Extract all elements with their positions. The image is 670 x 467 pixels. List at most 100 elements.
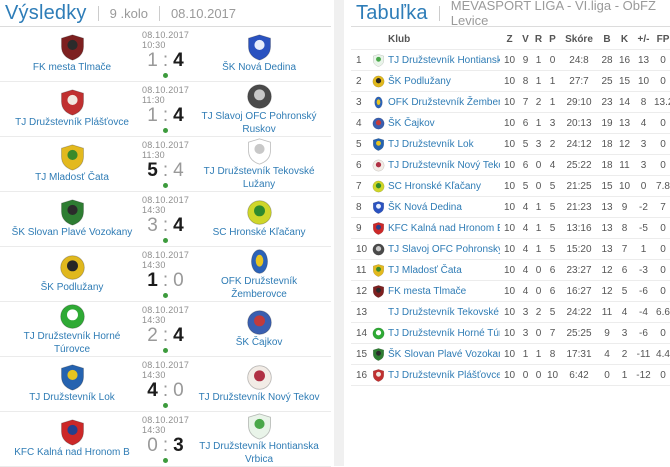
club-link[interactable]: ŠK Slovan Plavé Vozokany [388, 348, 500, 360]
home-team-name[interactable]: ŠK Podlužany [40, 282, 104, 294]
cell-z: 10 [500, 49, 519, 71]
home-team-name[interactable]: TJ Družstevník Lok [29, 392, 115, 404]
cell-fp: 0 [654, 49, 670, 71]
col-plusminus: +/- [633, 29, 654, 50]
away-team-name[interactable]: ŠK Nová Dedina [222, 62, 297, 74]
away-team-name[interactable]: SC Hronské Kľačany [212, 227, 306, 239]
match-score[interactable]: 4 : 0 [147, 380, 183, 402]
club-link[interactable]: SC Hronské Kľačany [388, 180, 481, 192]
home-team-name[interactable]: ŠK Slovan Plavé Vozokany [11, 227, 133, 239]
cell-k: 11 [616, 154, 633, 176]
match-score[interactable]: 1 : 0 [147, 270, 183, 292]
club-link[interactable]: OFK Družstevník Žemberovce [388, 96, 500, 108]
away-team-name[interactable]: TJ Družstevník Nový Tekov [198, 392, 320, 404]
away-score: 4 [173, 104, 184, 126]
crest-cell [369, 364, 388, 386]
match-score[interactable]: 3 : 4 [147, 215, 183, 237]
col-r: R [532, 29, 545, 50]
club-crest [372, 243, 385, 255]
cell-v: 4 [519, 238, 532, 260]
club-link[interactable]: ŠK Čajkov [388, 117, 435, 129]
cell-k: 14 [616, 91, 633, 113]
home-score: 4 [147, 379, 158, 401]
match-datetime: 08.10.2017 11:30 [142, 84, 190, 105]
cell-plusminus: 13 [633, 49, 654, 71]
away-team: TJ Družstevník Nový Tekov [189, 363, 329, 405]
away-team-name[interactable]: TJ Družstevník Hontianska Vrbica [199, 441, 319, 465]
standings-body: 1 TJ Družstevník Hontianska Vrbica 10 9 … [351, 49, 670, 386]
away-team-name[interactable]: OFK Družstevník Žemberovce [220, 276, 298, 300]
home-team-name[interactable]: TJ Družstevník Horné Túrovce [23, 331, 121, 355]
club-link[interactable]: KFC Kalná nad Hronom B [388, 222, 500, 234]
club-cell: TJ Družstevník Nový Tekov [388, 154, 500, 176]
cell-b: 12 [598, 280, 616, 302]
match-score[interactable]: 5 : 4 [147, 160, 183, 182]
rank: 7 [351, 175, 369, 197]
club-link[interactable]: FK mesta Tlmače [388, 285, 467, 297]
cell-z: 10 [500, 343, 519, 365]
cell-fp: 0 [654, 133, 670, 155]
crest-cell [369, 91, 388, 113]
club-link[interactable]: TJ Družstevník Horné Túrovce [388, 327, 500, 339]
club-crest [372, 327, 385, 339]
match-score[interactable]: 0 : 3 [147, 435, 183, 457]
club-link[interactable]: ŠK Podlužany [388, 75, 451, 87]
cell-skore: 24:12 [560, 133, 598, 155]
away-team-name[interactable]: ŠK Čajkov [235, 337, 283, 349]
away-team: SC Hronské Kľačany [189, 198, 329, 240]
col-k: K [616, 29, 633, 50]
club-link[interactable]: ŠK Nová Dedina [388, 201, 462, 213]
home-team-name[interactable]: TJ Mladosť Čata [35, 172, 109, 184]
home-team-name[interactable]: FK mesta Tlmače [32, 62, 112, 74]
cell-skore: 24:8 [560, 49, 598, 71]
match-status-dot [163, 238, 169, 244]
cell-fp: 0 [654, 238, 670, 260]
match-score[interactable]: 1 : 4 [147, 50, 183, 72]
col-klub: Klub [388, 29, 500, 50]
club-link[interactable]: TJ Mladosť Čata [388, 264, 462, 276]
cell-v: 7 [519, 91, 532, 113]
away-team-name[interactable]: TJ Družstevník Tekovské Lužany [203, 166, 315, 190]
match-score[interactable]: 1 : 4 [147, 105, 183, 127]
table-row: 9 KFC Kalná nad Hronom B 10 4 1 5 13:16 … [351, 217, 670, 239]
rank: 12 [351, 280, 369, 302]
club-link[interactable]: TJ Družstevník Nový Tekov [388, 159, 500, 171]
match-status-dot [163, 458, 169, 464]
club-crest [372, 200, 385, 214]
score-separator: : [162, 324, 169, 346]
club-link[interactable]: TJ Družstevník Plášťovce [388, 369, 500, 381]
rank: 3 [351, 91, 369, 113]
rank: 10 [351, 238, 369, 260]
match-center: 08.10.2017 11:30 5 : 4 [142, 140, 189, 189]
cell-b: 18 [598, 133, 616, 155]
club-link[interactable]: TJ Družstevník Lok [388, 138, 474, 150]
club-link[interactable]: TJ Družstevník Tekovské Lužany [388, 306, 500, 318]
match-score[interactable]: 2 : 4 [147, 325, 183, 347]
away-score: 4 [173, 159, 184, 181]
match-datetime: 08.10.2017 14:30 [142, 249, 190, 270]
cell-b: 15 [598, 175, 616, 197]
match-center: 08.10.2017 14:30 3 : 4 [142, 195, 189, 244]
away-team-name[interactable]: TJ Slavoj OFC Pohronský Ruskov [201, 111, 317, 135]
club-link[interactable]: TJ Slavoj OFC Pohronský Ruskov [388, 243, 500, 255]
cell-p: 5 [545, 301, 560, 323]
standings-title: Tabuľka [356, 1, 428, 24]
match-status-dot [163, 183, 169, 189]
home-club-crest [59, 33, 86, 61]
home-club-crest [59, 143, 86, 171]
home-club-crest [59, 418, 86, 446]
match-row: ŠK Podlužany 08.10.2017 14:30 1 : 0 OFK … [0, 247, 331, 302]
cell-r: 1 [532, 49, 545, 71]
club-crest [372, 159, 385, 171]
score-separator: : [162, 104, 169, 126]
cell-b: 11 [598, 301, 616, 323]
cell-p: 5 [545, 175, 560, 197]
club-cell: KFC Kalná nad Hronom B [388, 217, 500, 239]
home-team-name[interactable]: TJ Družstevník Plášťovce [15, 117, 129, 129]
home-club-crest [59, 253, 86, 281]
home-team-name[interactable]: KFC Kalná nad Hronom B [14, 447, 130, 459]
club-link[interactable]: TJ Družstevník Hontianska Vrbica [388, 54, 500, 66]
cell-r: 1 [532, 70, 545, 92]
club-cell: TJ Družstevník Horné Túrovce [388, 322, 500, 344]
cell-p: 5 [545, 217, 560, 239]
